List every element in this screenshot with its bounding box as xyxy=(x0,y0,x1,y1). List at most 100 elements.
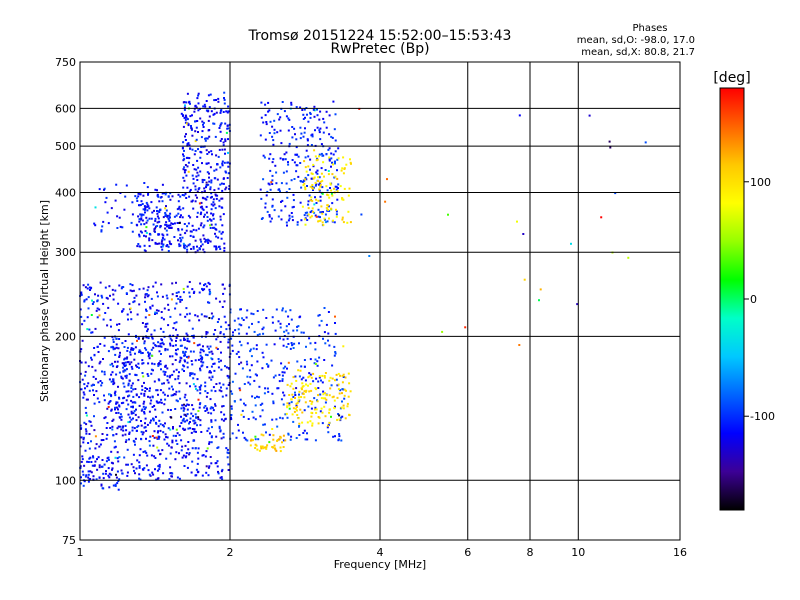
scatter-point xyxy=(146,423,149,426)
scatter-point xyxy=(105,437,108,440)
scatter-point xyxy=(275,182,278,185)
scatter-point xyxy=(203,288,206,291)
scatter-point xyxy=(227,105,230,108)
scatter-point xyxy=(131,426,134,429)
scatter-point xyxy=(282,434,285,437)
y-tick-label: 300 xyxy=(55,246,76,259)
scatter-point xyxy=(135,374,138,377)
scatter-point xyxy=(179,195,182,198)
scatter-point xyxy=(349,221,352,224)
scatter-point xyxy=(111,288,114,291)
scatter-point xyxy=(207,119,210,122)
scatter-point xyxy=(128,363,131,366)
scatter-point xyxy=(286,383,289,386)
scatter-point xyxy=(146,209,149,212)
scatter-point xyxy=(187,356,190,359)
scatter-point xyxy=(94,435,97,438)
scatter-point xyxy=(110,325,112,328)
scatter-point xyxy=(210,350,213,353)
scatter-point xyxy=(164,227,167,230)
scatter-point xyxy=(139,245,142,248)
scatter-point xyxy=(208,135,211,138)
scatter-point xyxy=(307,213,310,216)
scatter-point xyxy=(238,323,241,326)
x-tick-label: 6 xyxy=(464,546,471,559)
scatter-point xyxy=(346,221,349,224)
scatter-point xyxy=(311,422,314,425)
scatter-point xyxy=(261,402,264,405)
scatter-point xyxy=(129,283,132,286)
scatter-point xyxy=(184,164,187,166)
scatter-point xyxy=(518,344,521,346)
scatter-point xyxy=(195,229,198,232)
scatter-point xyxy=(266,444,269,447)
scatter-point xyxy=(155,400,158,403)
scatter-point xyxy=(119,225,122,228)
scatter-point xyxy=(99,380,102,382)
scatter-point xyxy=(360,213,363,216)
scatter-point xyxy=(271,198,274,201)
scatter-point xyxy=(286,402,289,405)
scatter-point xyxy=(113,392,116,395)
scatter-point xyxy=(106,422,109,424)
scatter-point xyxy=(135,429,138,432)
scatter-point xyxy=(220,411,223,414)
scatter-point xyxy=(225,131,228,134)
scatter-point xyxy=(608,140,611,143)
scatter-point xyxy=(196,171,199,174)
scatter-point xyxy=(304,390,307,393)
scatter-point xyxy=(315,411,318,414)
scatter-point xyxy=(238,363,241,366)
scatter-point xyxy=(282,403,285,406)
scatter-point xyxy=(337,413,340,415)
scatter-point xyxy=(115,476,118,479)
scatter-point xyxy=(152,369,154,372)
scatter-point xyxy=(345,163,348,166)
scatter-point xyxy=(213,369,216,372)
scatter-point xyxy=(191,404,194,407)
scatter-point xyxy=(271,418,274,421)
scatter-point xyxy=(118,478,121,481)
scatter-point xyxy=(295,402,298,405)
scatter-point xyxy=(287,117,290,120)
scatter-point xyxy=(163,425,165,428)
scatter-point xyxy=(188,319,191,322)
scatter-point xyxy=(295,437,298,439)
scatter-point xyxy=(151,304,154,307)
scatter-point xyxy=(185,197,188,199)
scatter-point xyxy=(183,465,186,467)
scatter-point xyxy=(147,355,150,358)
scatter-point xyxy=(125,463,128,466)
scatter-point xyxy=(293,127,296,130)
scatter-point xyxy=(264,138,267,141)
scatter-point xyxy=(296,401,299,404)
scatter-point xyxy=(164,193,167,196)
scatter-point xyxy=(168,387,171,390)
scatter-point xyxy=(313,149,316,152)
scatter-point xyxy=(320,397,323,400)
scatter-point xyxy=(157,393,159,396)
scatter-point xyxy=(323,331,326,334)
scatter-point xyxy=(86,328,89,331)
scatter-points xyxy=(79,91,647,491)
scatter-point xyxy=(136,313,139,316)
scatter-point xyxy=(81,378,84,381)
scatter-point xyxy=(265,431,267,434)
scatter-point xyxy=(177,200,180,203)
scatter-point xyxy=(225,110,228,113)
scatter-point xyxy=(315,388,318,391)
scatter-point xyxy=(184,338,187,341)
scatter-point xyxy=(171,223,174,225)
scatter-point xyxy=(309,358,312,361)
scatter-point xyxy=(85,474,88,477)
scatter-point xyxy=(200,313,203,316)
scatter-point xyxy=(148,239,151,242)
scatter-point xyxy=(202,454,205,457)
scatter-point xyxy=(112,365,115,368)
scatter-point xyxy=(275,449,278,452)
scatter-point xyxy=(306,438,309,441)
scatter-point xyxy=(290,101,293,104)
scatter-point xyxy=(272,446,275,449)
scatter-point xyxy=(304,211,307,214)
scatter-point xyxy=(318,376,321,379)
